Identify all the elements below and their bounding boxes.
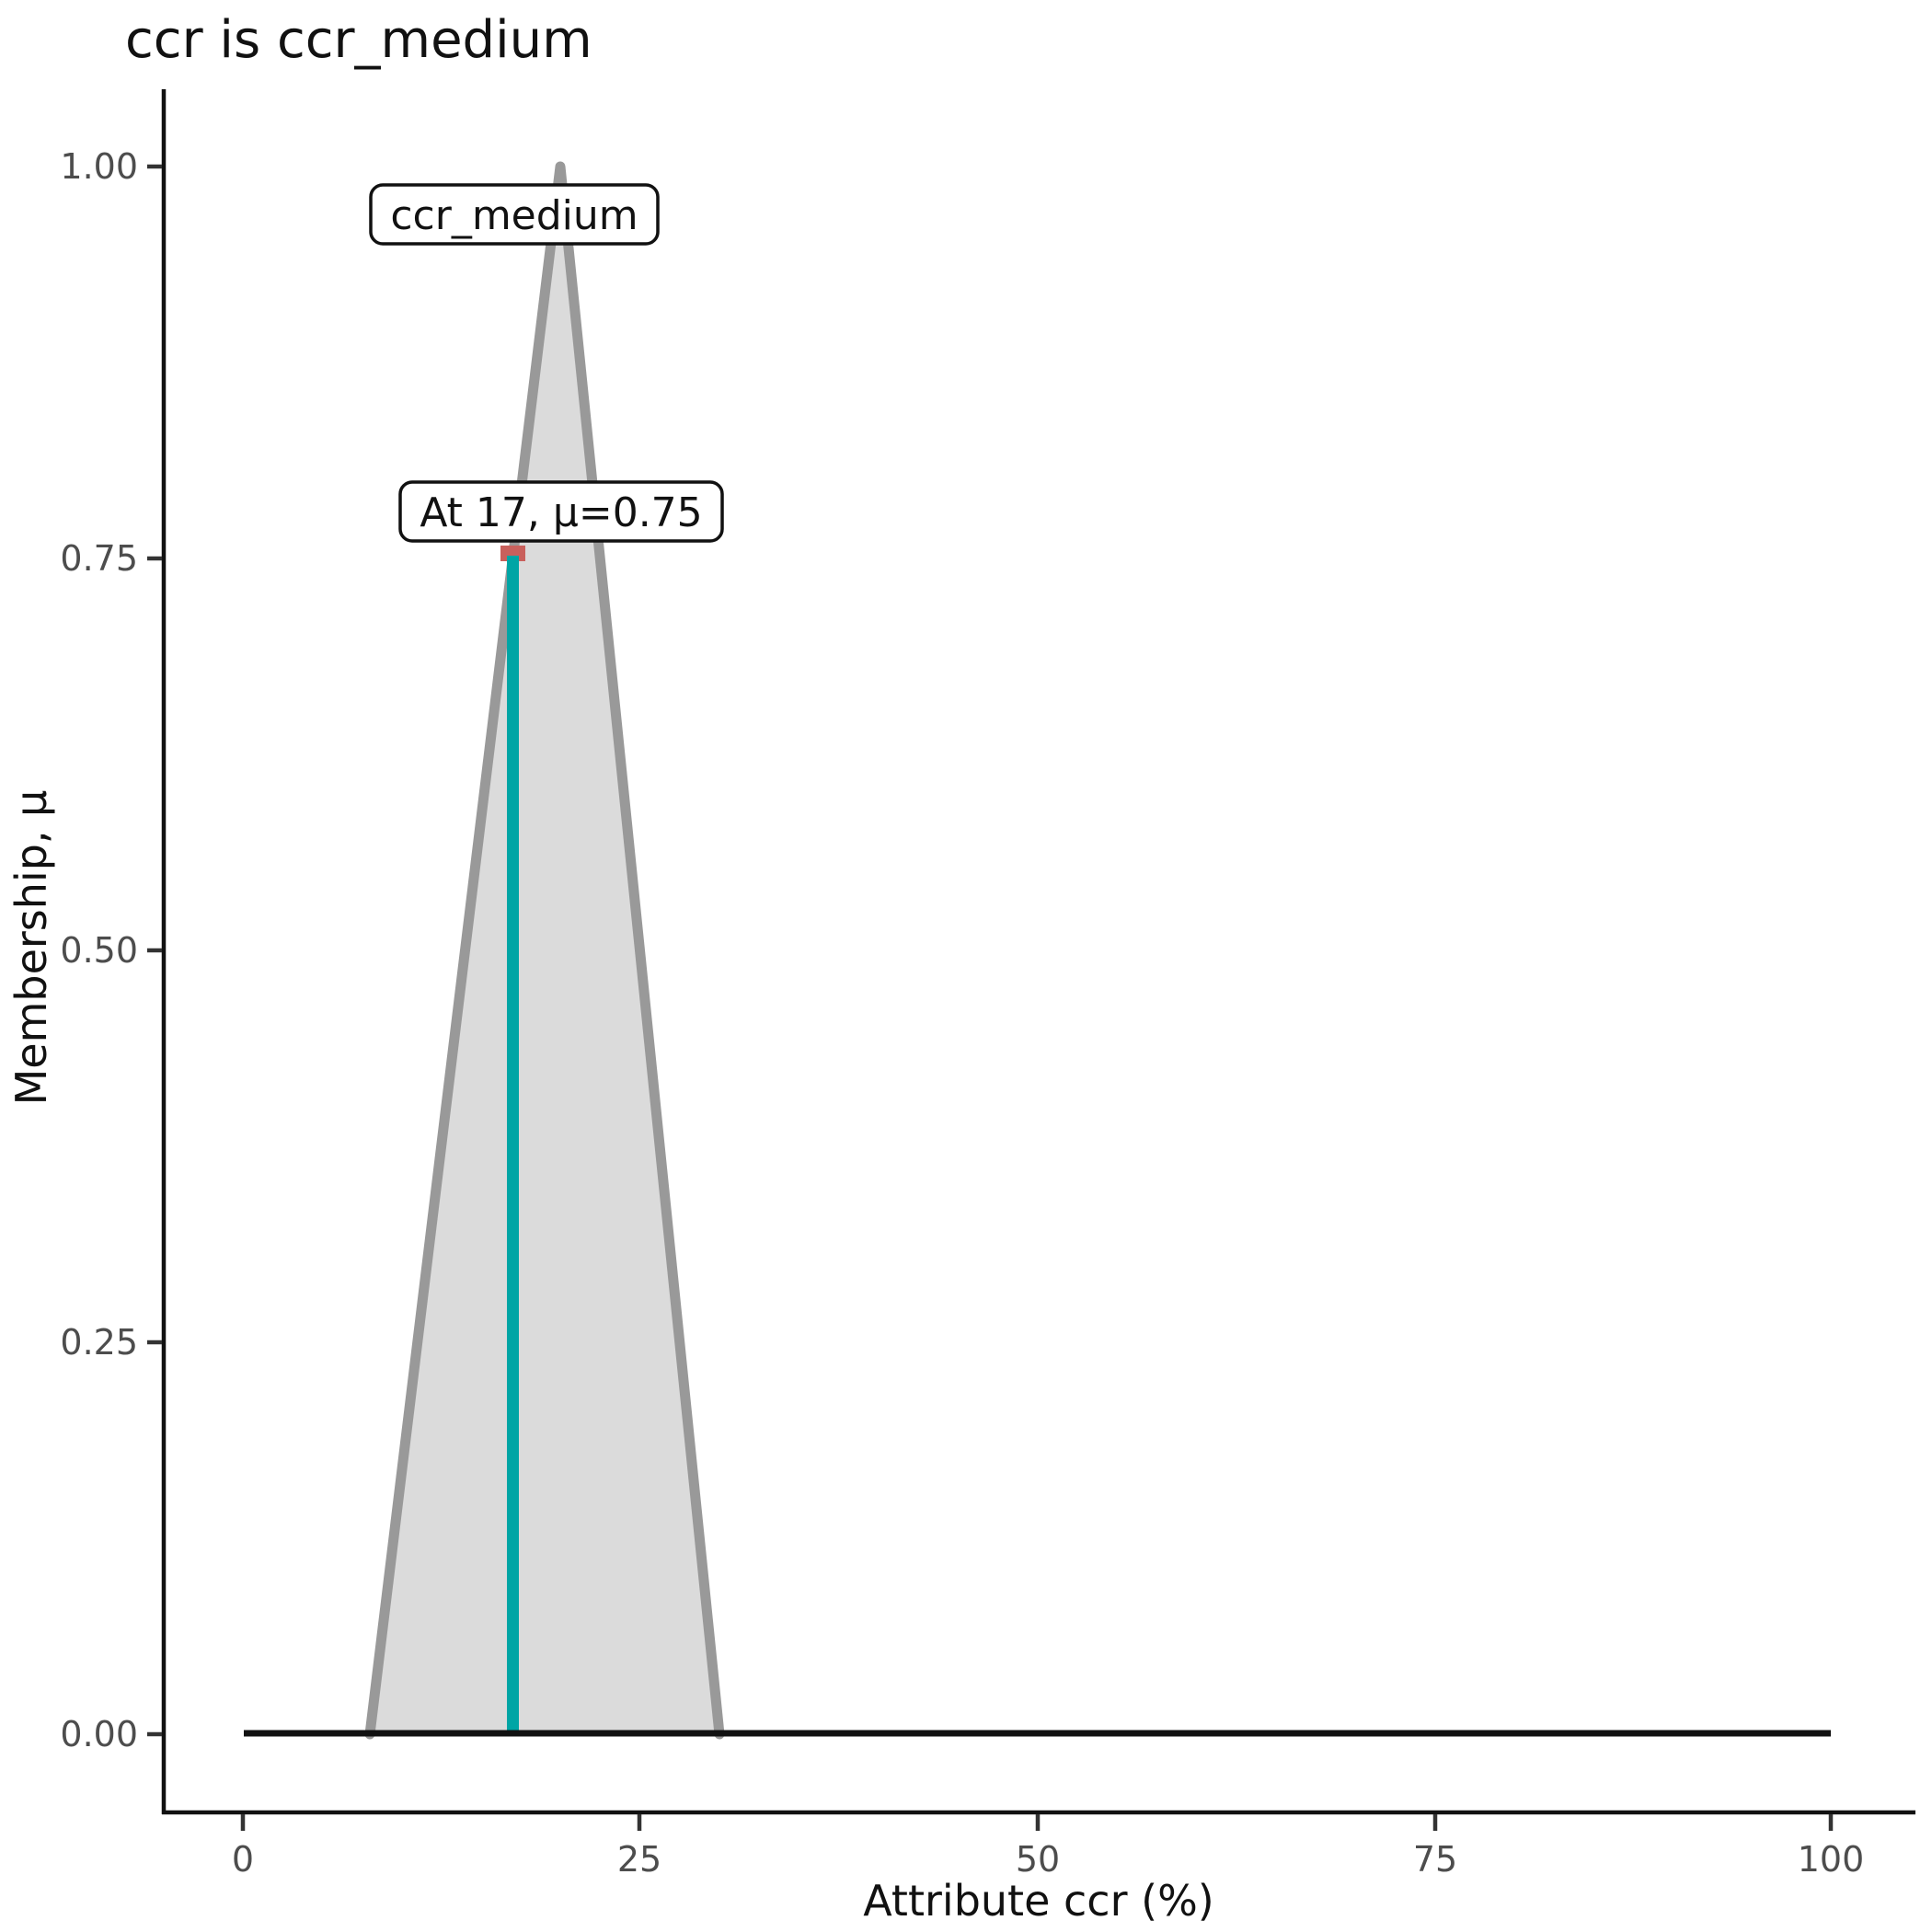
x-tick-marks xyxy=(240,1814,1834,1831)
x-axis-title: Attribute ccr (%) xyxy=(863,1876,1213,1926)
set-label-annotation: ccr_medium xyxy=(369,183,660,246)
membership-curve xyxy=(364,161,725,1740)
x-tick-label-2: 50 xyxy=(1016,1839,1060,1880)
x-tick-label-0: 0 xyxy=(232,1839,254,1880)
y-tick-label-2: 0.50 xyxy=(60,930,138,971)
point-label-annotation: At 17, μ=0.75 xyxy=(398,480,724,543)
set-label-text: ccr_medium xyxy=(390,192,638,239)
x-tick-labels: 0 25 50 75 100 xyxy=(232,1839,1864,1880)
membership-area xyxy=(370,167,719,1731)
point-label-box xyxy=(398,480,724,543)
crisp-point-marker xyxy=(500,546,525,561)
y-tick-label-0: 1.00 xyxy=(60,146,138,187)
chart-title: ccr is ccr_medium xyxy=(125,10,592,70)
y-axis-title: Membership, μ xyxy=(6,790,56,1106)
y-tick-label-1: 0.75 xyxy=(60,538,138,579)
y-tick-labels: 1.00 0.75 0.50 0.25 0.00 xyxy=(60,146,138,1754)
x-tick-label-3: 75 xyxy=(1413,1839,1457,1880)
set-label-box xyxy=(369,183,660,246)
x-tick-label-1: 25 xyxy=(617,1839,661,1880)
y-tick-marks xyxy=(147,164,162,1737)
y-tick-label-3: 0.25 xyxy=(60,1322,138,1363)
y-tick-label-4: 0.00 xyxy=(60,1714,138,1754)
point-label-text: At 17, μ=0.75 xyxy=(420,489,702,536)
x-tick-label-4: 100 xyxy=(1798,1839,1865,1880)
